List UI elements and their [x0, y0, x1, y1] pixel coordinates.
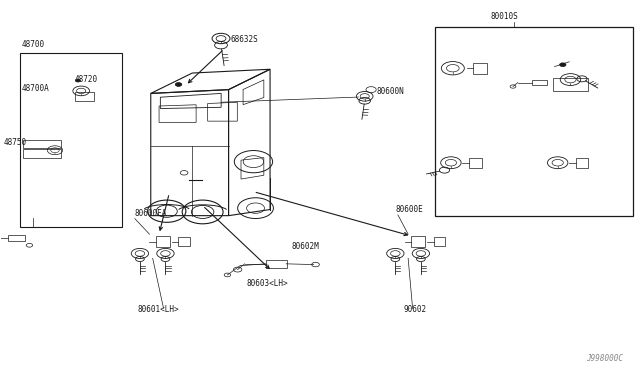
Bar: [20, 52, 122, 227]
Bar: [23, 150, 61, 158]
Text: 48700: 48700: [21, 40, 44, 49]
Bar: [575, 157, 588, 168]
Text: 80600N: 80600N: [376, 87, 404, 96]
Bar: [552, 78, 588, 91]
Bar: [23, 140, 61, 148]
Circle shape: [76, 79, 81, 82]
Circle shape: [559, 63, 566, 67]
Bar: [412, 236, 426, 247]
Text: 48700A: 48700A: [21, 84, 49, 93]
Text: 48720: 48720: [75, 75, 98, 84]
Text: 80601<LH>: 80601<LH>: [138, 305, 180, 314]
Bar: [266, 260, 287, 267]
Bar: [8, 235, 25, 241]
Text: 68632S: 68632S: [230, 35, 259, 44]
Bar: [532, 80, 547, 85]
Bar: [435, 27, 633, 216]
Text: 80603<LH>: 80603<LH>: [246, 279, 288, 288]
Bar: [434, 237, 445, 246]
Text: 80602M: 80602M: [291, 242, 319, 251]
Bar: [473, 62, 487, 74]
Text: J998000C: J998000C: [586, 354, 623, 363]
Bar: [178, 237, 189, 246]
Circle shape: [175, 83, 182, 86]
Text: 80600E: 80600E: [396, 205, 423, 214]
Text: 80600EA: 80600EA: [135, 208, 167, 218]
Bar: [156, 236, 170, 247]
Bar: [468, 157, 481, 168]
Bar: [75, 92, 94, 101]
Text: 90602: 90602: [403, 305, 426, 314]
Text: 48750: 48750: [4, 138, 27, 147]
Text: 80010S: 80010S: [490, 12, 518, 21]
